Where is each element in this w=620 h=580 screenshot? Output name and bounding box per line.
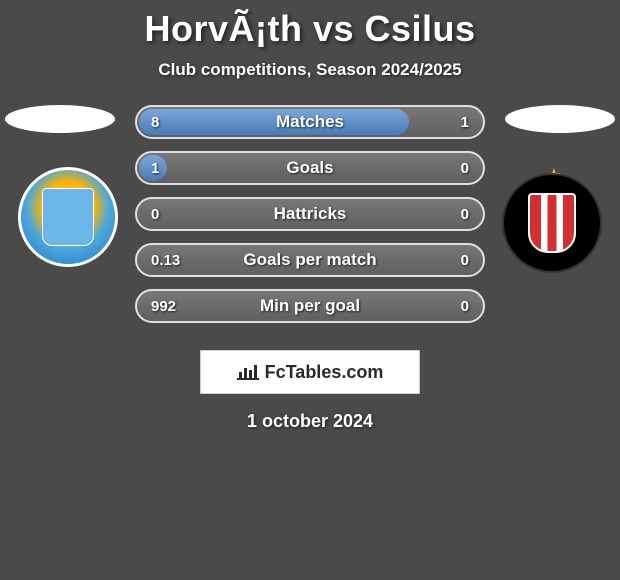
page-subtitle: Club competitions, Season 2024/2025 [0,60,620,80]
ellipse-left [5,105,115,133]
stat-row: 1Goals0 [135,151,485,185]
stat-row: 0.13Goals per match0 [135,243,485,277]
stat-value-right: 0 [461,206,469,223]
date-label: 1 october 2024 [0,411,620,432]
team-badge-right [502,173,602,273]
stat-value-right: 0 [461,160,469,177]
chart-icon [237,363,259,381]
stats-table: 8Matches11Goals00Hattricks00.13Goals per… [135,105,485,335]
ellipse-right [505,105,615,133]
team-badge-left [18,167,118,267]
stat-label: Goals [137,158,483,178]
stat-value-right: 0 [461,252,469,269]
stat-value-right: 1 [461,114,469,131]
stat-label: Min per goal [137,296,483,316]
stat-row: 0Hattricks0 [135,197,485,231]
stat-label: Hattricks [137,204,483,224]
stat-value-right: 0 [461,298,469,315]
stat-label: Goals per match [137,250,483,270]
header: HorvÃ¡th vs Csilus Club competitions, Se… [0,0,620,80]
stat-row: 8Matches1 [135,105,485,139]
brand-logo[interactable]: FcTables.com [200,350,420,394]
stat-row: 992Min per goal0 [135,289,485,323]
page-title: HorvÃ¡th vs Csilus [0,8,620,50]
stat-label: Matches [137,112,483,132]
brand-name: FcTables.com [265,362,384,383]
